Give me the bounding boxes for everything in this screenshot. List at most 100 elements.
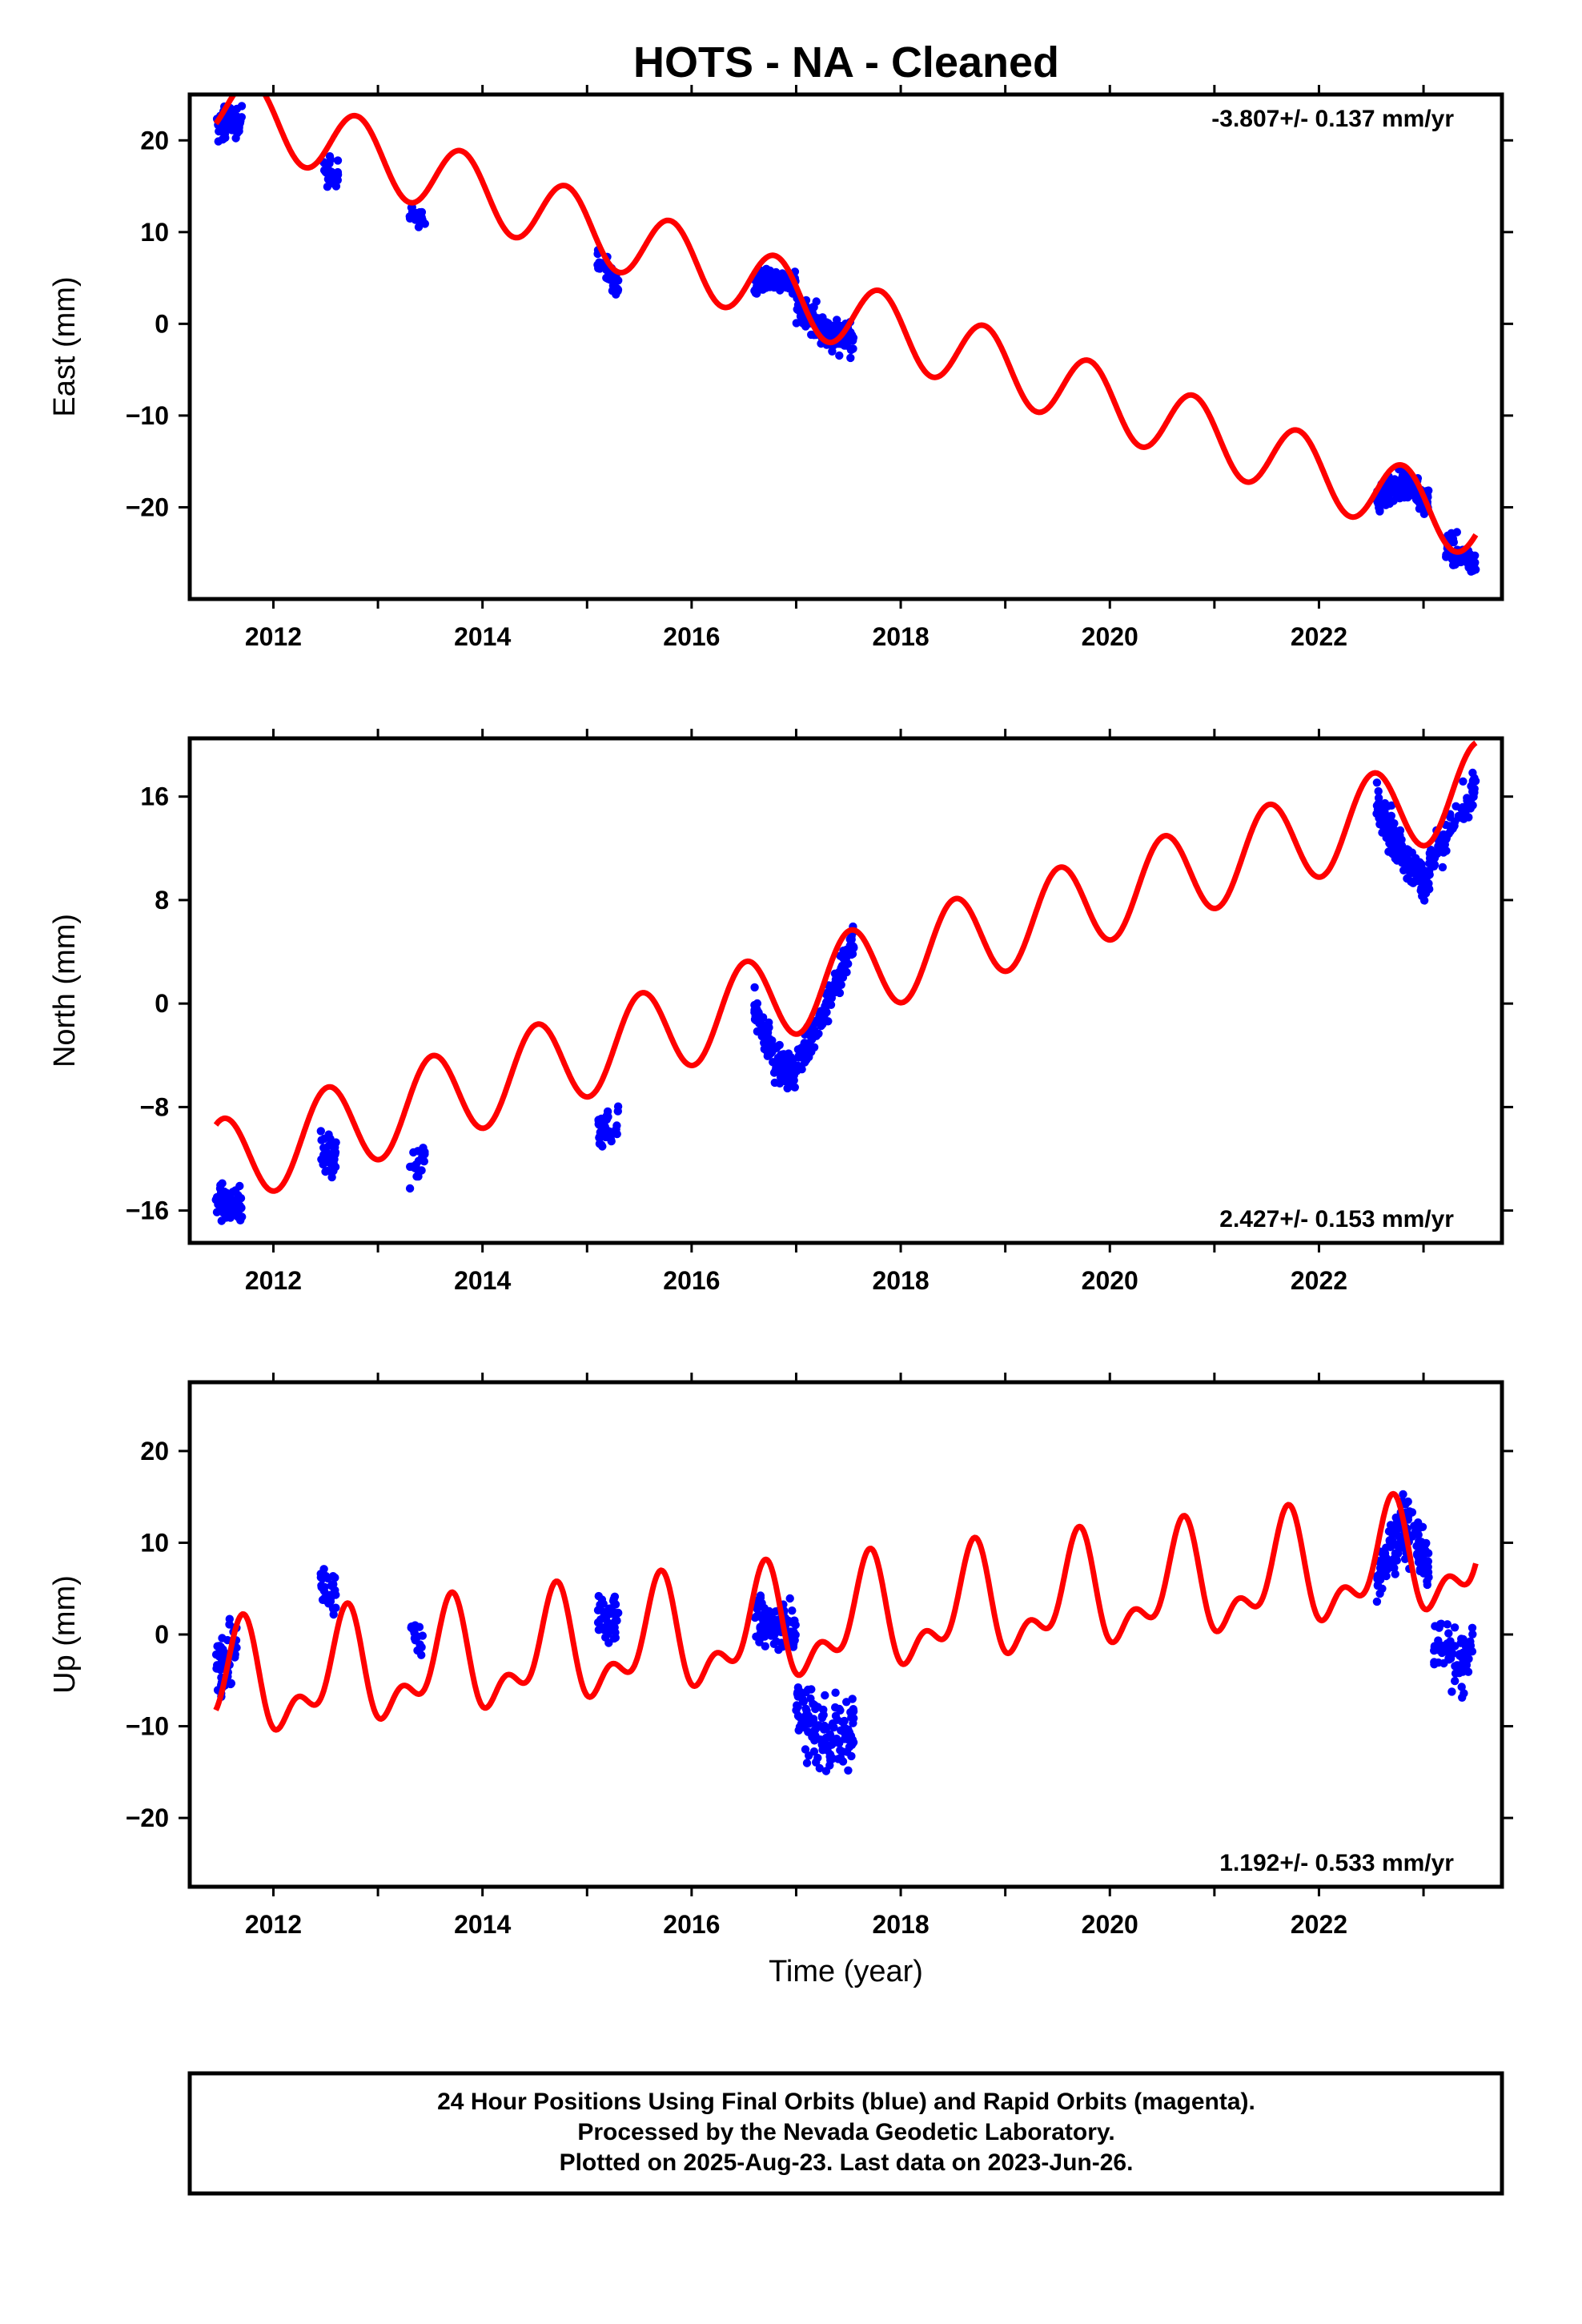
data-point — [1455, 1650, 1464, 1659]
x-tick-label: 2012 — [245, 1266, 302, 1295]
data-point — [756, 275, 765, 283]
data-point — [1451, 1669, 1460, 1678]
y-tick-label: 10 — [140, 1528, 169, 1557]
x-tick-label: 2014 — [454, 1266, 511, 1295]
data-point — [420, 219, 429, 228]
data-point — [1447, 529, 1456, 537]
data-point — [237, 1204, 246, 1212]
data-point — [1374, 794, 1383, 802]
footer-box: 24 Hour Positions Using Final Orbits (bl… — [187, 2071, 1504, 2196]
model-curve — [213, 740, 1478, 1194]
model-curve — [213, 1490, 1479, 1733]
data-point — [832, 1735, 841, 1743]
data-point — [793, 1702, 802, 1711]
y-tick-label: 20 — [140, 126, 169, 155]
data-point — [405, 1184, 415, 1193]
data-point — [1415, 874, 1424, 883]
x-tick-label: 2012 — [245, 1910, 302, 1939]
data-point — [1457, 1683, 1466, 1691]
data-point — [212, 1208, 222, 1216]
data-point — [231, 1653, 239, 1662]
data-point — [805, 1751, 813, 1760]
data-point — [762, 1614, 771, 1622]
data-points — [211, 1490, 1477, 1775]
data-point — [846, 353, 855, 363]
data-point — [750, 286, 760, 295]
data-points — [212, 102, 1480, 576]
data-point — [825, 1730, 835, 1739]
data-point — [227, 126, 237, 135]
data-point — [1439, 1659, 1448, 1668]
data-point — [1412, 858, 1421, 866]
data-point — [777, 275, 785, 285]
data-point — [1444, 1629, 1453, 1638]
data-point — [833, 977, 842, 987]
footer-line-2: Processed by the Nevada Geodetic Laborat… — [577, 2119, 1114, 2145]
data-point — [831, 1688, 840, 1697]
data-point — [227, 1679, 235, 1688]
x-tick-label: 2014 — [454, 1910, 511, 1939]
data-point — [787, 1053, 796, 1062]
x-tick-label: 2020 — [1082, 622, 1138, 651]
data-point — [594, 1591, 603, 1601]
data-point — [1451, 1676, 1460, 1686]
data-point — [319, 1134, 329, 1144]
data-point — [1422, 1538, 1431, 1548]
data-point — [752, 1632, 761, 1641]
data-point — [793, 1061, 802, 1071]
data-point — [836, 1706, 845, 1715]
data-point — [813, 1753, 822, 1763]
data-point — [815, 1763, 824, 1773]
data-point — [1399, 1490, 1407, 1499]
footer-line-3: Plotted on 2025-Aug-23. Last data on 202… — [560, 2149, 1134, 2176]
data-point — [823, 328, 832, 337]
data-point — [319, 1144, 328, 1152]
data-point — [1394, 1542, 1403, 1552]
data-point — [1443, 1620, 1452, 1629]
data-point — [773, 1053, 783, 1063]
data-point — [826, 1000, 836, 1010]
data-point — [604, 272, 612, 281]
y-tick-label: 0 — [155, 309, 169, 338]
x-tick-label: 2020 — [1082, 1910, 1138, 1939]
data-point — [848, 1735, 857, 1744]
data-point — [1403, 479, 1412, 488]
axis-ticks: 2012 2014 2016 2018 2020 2022 20 10 0 −10 −20 — [126, 85, 1513, 651]
rate-label: 2.427+/- 0.153 mm/yr — [1219, 1206, 1454, 1232]
data-point — [786, 1079, 796, 1088]
data-point — [408, 1625, 417, 1634]
data-point — [1403, 1497, 1412, 1506]
data-point — [593, 1618, 603, 1627]
data-point — [607, 1136, 616, 1146]
data-point — [1451, 560, 1460, 569]
data-point — [1425, 849, 1435, 858]
data-point — [1424, 866, 1434, 875]
data-point — [330, 173, 339, 183]
data-point — [1440, 1645, 1450, 1655]
data-point — [236, 1194, 246, 1203]
data-point — [414, 1172, 423, 1181]
data-point — [761, 1621, 770, 1630]
data-point — [231, 134, 240, 143]
data-point — [835, 351, 844, 360]
data-point — [769, 1620, 778, 1629]
data-point — [821, 1691, 829, 1700]
data-point — [828, 1719, 837, 1728]
axis-ticks: 2012 2014 2016 2018 2020 2022 20 10 0 −10 −20 — [126, 1373, 1513, 1939]
data-point — [781, 1070, 790, 1080]
data-point — [846, 946, 855, 955]
data-point — [331, 1603, 340, 1612]
data-point — [775, 1079, 785, 1088]
data-point — [216, 1180, 225, 1190]
data-point — [1373, 1571, 1382, 1581]
data-point — [612, 1610, 621, 1618]
data-point — [819, 1705, 828, 1715]
data-point — [321, 1167, 330, 1176]
data-point — [612, 290, 620, 299]
data-point — [801, 1745, 810, 1754]
data-point — [408, 1162, 417, 1171]
data-point — [602, 1115, 611, 1124]
data-point — [801, 1044, 810, 1053]
data-point — [411, 1636, 420, 1645]
